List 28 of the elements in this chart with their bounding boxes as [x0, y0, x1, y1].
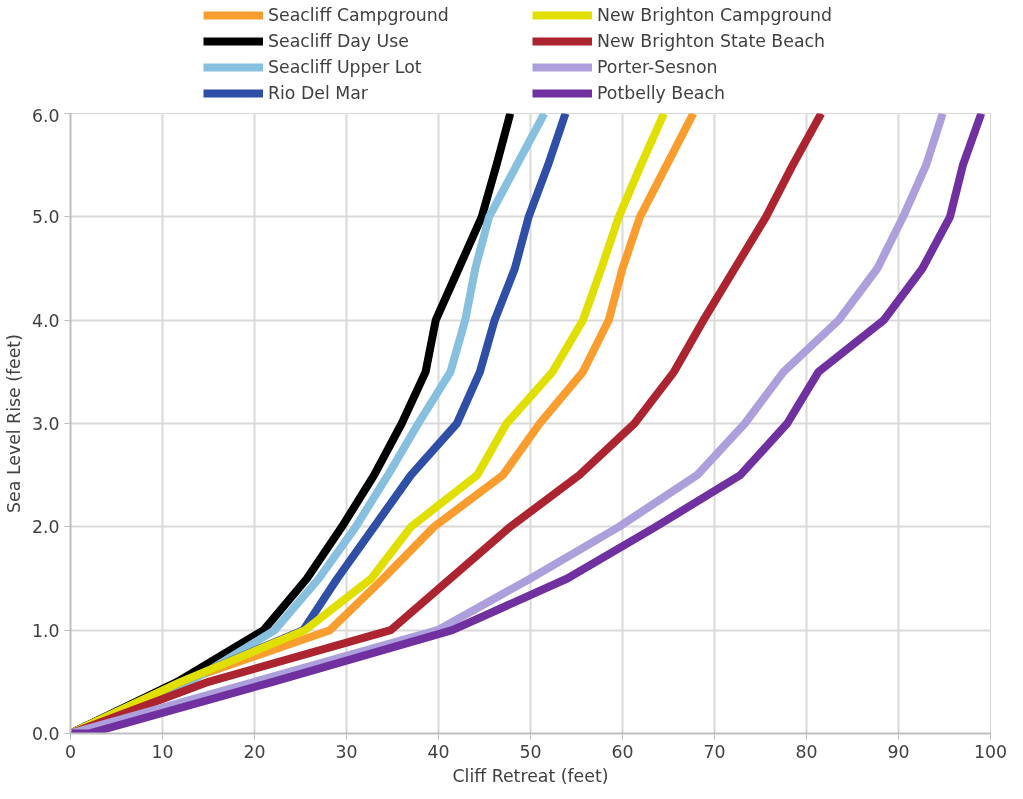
y-tick-label: 2.0: [31, 517, 60, 538]
y-axis-title: Sea Level Rise (feet): [3, 334, 24, 513]
x-tick-label: 30: [335, 741, 358, 762]
x-axis-title: Cliff Retreat (feet): [452, 765, 609, 786]
x-tick-label: 100: [973, 741, 1008, 762]
legend-label: New Brighton Campground: [597, 4, 833, 26]
x-tick-label: 10: [151, 741, 174, 762]
y-tick-label: 4.0: [31, 310, 60, 331]
legend-label: Seacliff Day Use: [268, 30, 410, 52]
x-tick-label: 80: [795, 741, 818, 762]
x-tick-label: 20: [243, 741, 266, 762]
y-tick-label: 0.0: [31, 724, 60, 744]
x-tick-label: 90: [887, 741, 910, 762]
x-tick-label: 50: [519, 741, 542, 762]
x-tick-label: 0: [64, 741, 77, 762]
y-tick-label: 3.0: [31, 414, 60, 434]
legend-label: Seacliff Upper Lot: [268, 56, 423, 78]
x-tick-label: 60: [611, 741, 634, 762]
y-tick-label: 6.0: [31, 105, 60, 126]
legend-label: Seacliff Campground: [268, 4, 450, 26]
x-tick-label: 70: [703, 741, 726, 762]
x-tick-label: 40: [427, 741, 450, 762]
y-tick-label: 5.0: [31, 207, 60, 228]
legend-label: Potbelly Beach: [597, 82, 726, 104]
legend-label: Porter-Sesnon: [597, 56, 719, 78]
legend-label: New Brighton State Beach: [597, 30, 827, 52]
legend-label: Rio Del Mar: [268, 82, 369, 104]
y-tick-label: 1.0: [31, 620, 60, 641]
